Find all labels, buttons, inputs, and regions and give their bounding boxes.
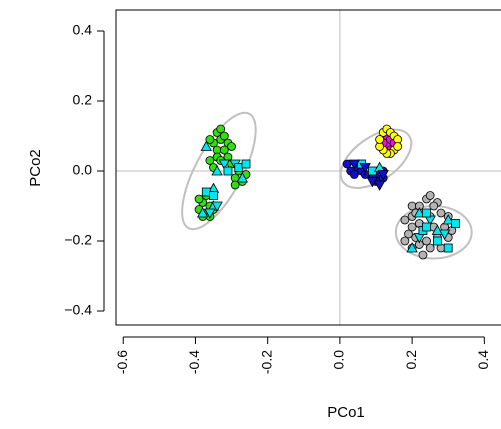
x-tick-label-1: -0.6 <box>114 350 130 374</box>
point-magenta-circle-12 <box>393 142 403 151</box>
point-green-square-5 <box>209 191 218 200</box>
point-gray-down-triangle-2 <box>438 229 451 240</box>
point-green-circle-5 <box>216 124 226 134</box>
point-green-triangle-2 <box>211 165 223 176</box>
y-tick-label-2: 0.2 <box>73 92 93 108</box>
point-gray-square-6 <box>422 222 431 232</box>
point-gray-circle-23 <box>425 243 435 253</box>
point-green-circle-3 <box>219 131 229 141</box>
point-blue-down-triangle-5 <box>377 170 389 181</box>
point-gray-triangle-4 <box>442 214 454 225</box>
group-ellipse-2 <box>339 128 413 189</box>
point-gray-square-5 <box>432 236 442 246</box>
x-tick-label-2: -0.4 <box>186 350 202 374</box>
y-tick-label-1: 0.4 <box>73 22 93 38</box>
point-green-circle-13 <box>205 156 215 165</box>
x-tick-label-4: 0.0 <box>331 350 347 370</box>
x-tick-label-6: 0.4 <box>475 350 491 370</box>
x-tick-label-3: -0.2 <box>258 350 274 374</box>
point-green-circle-9 <box>219 145 229 155</box>
y-tick-label-4: −0.2 <box>64 232 92 248</box>
point-blue-down-triangle-4 <box>373 180 386 191</box>
point-green-triangle-5 <box>196 207 209 218</box>
y-tick-label-5: −0.4 <box>64 302 92 318</box>
point-green-circle-10 <box>227 142 236 151</box>
point-magenta-circle-11 <box>375 135 385 144</box>
x-axis: -0.6 -0.4 -0.2 0.0 0.2 0.4 <box>114 336 491 374</box>
point-green-circle-30 <box>194 194 204 204</box>
point-gray-square-2 <box>451 219 460 228</box>
plot-frame <box>115 9 501 326</box>
point-green-down-triangle-4 <box>204 208 216 219</box>
point-gray-circle-30 <box>400 236 410 246</box>
point-green-circle-8 <box>205 135 215 144</box>
point-gray-square-1 <box>422 208 431 218</box>
point-green-down-triangle-1 <box>218 159 231 170</box>
point-gray-circle-19 <box>422 236 431 246</box>
y-tick-label-3: 0.0 <box>73 162 93 178</box>
point-green-square-2 <box>234 163 244 172</box>
point-green-triangle-3 <box>236 172 249 183</box>
point-blue-down-triangle-1 <box>348 159 361 170</box>
point-green-triangle-1 <box>200 140 212 151</box>
x-tick-label-5: 0.2 <box>403 350 419 370</box>
point-gray-square-4 <box>443 243 453 253</box>
point-gray-circle-13 <box>407 222 417 232</box>
y-axis: 0.4 0.2 0.0 −0.2 −0.4 <box>64 22 105 318</box>
x-axis-title: PCo1 <box>327 404 365 421</box>
point-green-square-4 <box>201 187 211 197</box>
point-gray-triangle-3 <box>406 242 418 253</box>
point-blue-circle-3 <box>349 170 359 179</box>
point-green-square-1 <box>223 166 233 176</box>
point-gray-circle-29 <box>418 250 428 260</box>
point-gray-triangle-1 <box>413 207 426 218</box>
point-blue-down-triangle-2 <box>359 163 371 174</box>
plot-area <box>116 10 501 325</box>
point-gray-circle-11 <box>436 208 446 218</box>
point-gray-circle-8 <box>400 215 410 225</box>
point-green-square-3 <box>241 159 251 169</box>
point-green-down-triangle-3 <box>211 201 223 212</box>
point-gray-circle-26 <box>429 201 439 211</box>
point-gray-circle-17 <box>404 229 413 239</box>
y-axis-title: PCo2 <box>27 149 44 187</box>
point-gray-circle-4 <box>425 191 435 200</box>
point-green-circle-21 <box>230 180 240 190</box>
